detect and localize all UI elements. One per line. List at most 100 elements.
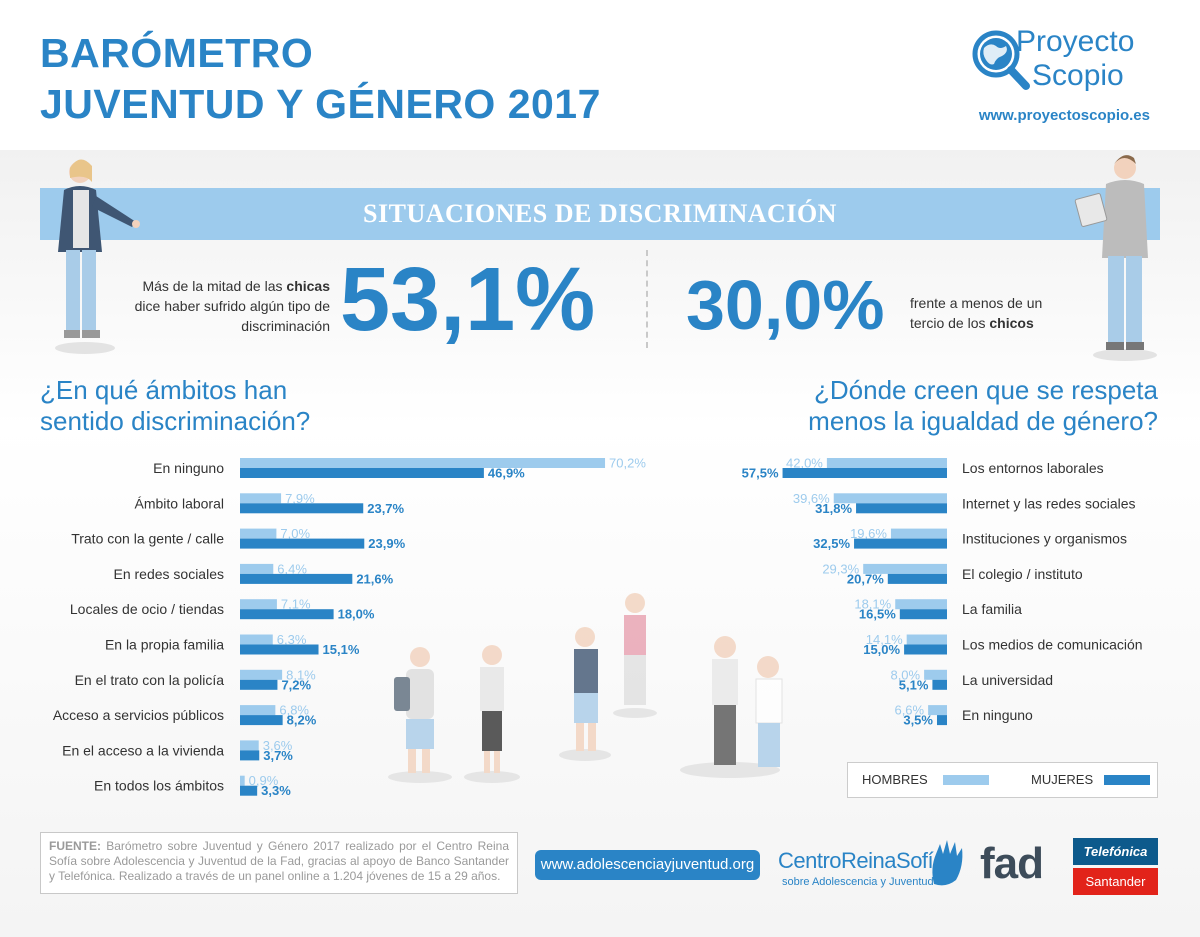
bar-mujeres bbox=[887, 573, 947, 584]
bar-hombres bbox=[240, 528, 277, 539]
value-label-mujeres: 5,1% bbox=[899, 677, 929, 692]
stat-girls-text-pre: Más de la mitad de las bbox=[142, 278, 287, 294]
category-label: Acceso a servicios públicos bbox=[53, 707, 224, 723]
bar-hombres bbox=[924, 669, 947, 680]
stat-boys-value: 30,0% bbox=[686, 266, 885, 344]
stat-boys-text: frente a menos de un tercio de los chico… bbox=[910, 293, 1060, 333]
stat-girls-bold: chicas bbox=[286, 278, 330, 294]
boy-figure-tablet-illustration bbox=[1074, 155, 1157, 361]
value-label-hombres: 6,3% bbox=[277, 632, 307, 647]
value-label-hombres: 7,0% bbox=[280, 526, 310, 541]
source-label: FUENTE: bbox=[49, 839, 101, 853]
bar-hombres bbox=[895, 599, 947, 610]
bar-mujeres bbox=[240, 468, 484, 478]
bar-hombres bbox=[906, 634, 947, 645]
bar-mujeres bbox=[240, 644, 319, 655]
value-label-mujeres: 23,9% bbox=[368, 536, 405, 551]
category-label: Ámbito laboral bbox=[135, 495, 225, 511]
value-label-hombres: 7,1% bbox=[281, 597, 311, 612]
page-title-line2: JUVENTUD Y GÉNERO 2017 bbox=[40, 81, 601, 127]
value-label-mujeres: 46,9% bbox=[488, 466, 525, 481]
value-label-mujeres: 15,1% bbox=[323, 642, 360, 657]
bar-mujeres bbox=[240, 679, 278, 690]
legend-label-mujeres: MUJERES bbox=[1031, 772, 1094, 787]
right-question-line1: ¿Dónde creen que se respeta bbox=[814, 375, 1158, 405]
website-link[interactable]: www.proyectoscopio.es bbox=[978, 107, 1150, 124]
bar-mujeres bbox=[240, 573, 353, 584]
value-label-mujeres: 3,3% bbox=[261, 783, 291, 798]
stat-boys-bold: chicos bbox=[989, 315, 1034, 331]
value-label-mujeres: 3,5% bbox=[903, 713, 933, 728]
bar-mujeres bbox=[936, 715, 947, 726]
value-label-mujeres: 57,5% bbox=[742, 466, 779, 481]
bar-hombres bbox=[240, 634, 273, 645]
value-label-mujeres: 23,7% bbox=[367, 501, 404, 516]
category-label: Internet y las redes sociales bbox=[962, 495, 1136, 511]
value-label-hombres: 6,8% bbox=[279, 703, 309, 718]
magnifier-globe-icon bbox=[972, 30, 1030, 90]
logo-word-proyecto: Proyecto bbox=[1016, 25, 1135, 58]
value-label-mujeres: 7,2% bbox=[281, 677, 311, 692]
value-label-mujeres: 32,5% bbox=[813, 536, 850, 551]
category-label: En la propia familia bbox=[105, 637, 224, 653]
bar-hombres bbox=[826, 458, 947, 468]
adolescencia-link[interactable]: www.adolescenciayjuventud.org bbox=[535, 850, 760, 880]
category-label: En todos los ámbitos bbox=[94, 778, 224, 794]
bar-hombres bbox=[863, 563, 947, 574]
category-label: Trato con la gente / calle bbox=[71, 531, 224, 547]
young-people-illustration bbox=[388, 593, 783, 783]
legend-swatch-hombres bbox=[943, 775, 989, 785]
category-label: En el acceso a la vivienda bbox=[62, 742, 224, 758]
value-label-mujeres: 16,5% bbox=[859, 607, 896, 622]
value-label-mujeres: 18,0% bbox=[338, 607, 375, 622]
source-text: Barómetro sobre Juventud y Género 2017 r… bbox=[49, 839, 509, 883]
stat-divider bbox=[646, 250, 648, 348]
bar-mujeres bbox=[240, 785, 258, 796]
value-label-hombres: 70,2% bbox=[609, 456, 646, 471]
hand-icon bbox=[932, 840, 963, 886]
bar-mujeres bbox=[240, 503, 364, 514]
value-label-hombres: 0,9% bbox=[249, 773, 279, 788]
chart-legend: HOMBRES MUJERES bbox=[847, 762, 1158, 798]
telefonica-logo: Telefónica bbox=[1073, 838, 1158, 865]
stat-girls-text: Más de la mitad de las chicas dice haber… bbox=[115, 276, 330, 336]
bar-mujeres bbox=[240, 715, 283, 726]
left-bar-chart: En ninguno 70,2% 46,9% Ámbito laboral 7,9% 23… bbox=[53, 456, 647, 799]
bar-mujeres bbox=[904, 644, 947, 655]
partner1-name: CentroReinaSofía bbox=[778, 848, 945, 873]
bar-mujeres bbox=[240, 609, 334, 620]
category-label: Locales de ocio / tiendas bbox=[70, 601, 224, 617]
bar-hombres bbox=[240, 705, 276, 716]
category-label: En ninguno bbox=[153, 460, 224, 476]
value-label-hombres: 42,0% bbox=[786, 456, 823, 471]
bar-hombres bbox=[240, 740, 259, 751]
left-question-line1: ¿En qué ámbitos han bbox=[40, 375, 288, 405]
category-label: El colegio / instituto bbox=[962, 566, 1083, 582]
banner-title: SITUACIONES DE DISCRIMINACIÓN bbox=[363, 199, 837, 228]
value-label-hombres: 6,6% bbox=[894, 703, 924, 718]
bar-mujeres bbox=[240, 750, 260, 761]
category-label: Instituciones y organismos bbox=[962, 531, 1127, 547]
section-banner: SITUACIONES DE DISCRIMINACIÓN bbox=[40, 188, 1160, 240]
legend-label-hombres: HOMBRES bbox=[862, 772, 928, 787]
right-question: ¿Dónde creen que se respeta menos la igu… bbox=[760, 375, 1158, 437]
value-label-hombres: 29,3% bbox=[822, 561, 859, 576]
bar-hombres bbox=[240, 775, 245, 786]
category-label: En redes sociales bbox=[113, 566, 224, 582]
stat-boys-text-pre: frente a menos de un tercio de los bbox=[910, 295, 1043, 331]
main-background bbox=[0, 150, 1200, 937]
stat-girls-value: 53,1% bbox=[340, 250, 596, 350]
bar-mujeres bbox=[932, 679, 947, 690]
fad-logo: fad bbox=[980, 839, 1044, 888]
bar-hombres bbox=[240, 599, 277, 610]
category-label: La familia bbox=[962, 601, 1022, 617]
value-label-hombres: 7,9% bbox=[285, 491, 315, 506]
category-label: Los medios de comunicación bbox=[962, 637, 1143, 653]
value-label-mujeres: 8,2% bbox=[287, 713, 317, 728]
value-label-hombres: 6,4% bbox=[277, 561, 307, 576]
right-bar-chart: Los entornos laborales 42,0% 57,5% Internet… bbox=[742, 456, 1143, 728]
value-label-hombres: 18,1% bbox=[854, 597, 891, 612]
left-question-line2: sentido discriminación? bbox=[40, 406, 311, 436]
bar-mujeres bbox=[854, 538, 947, 549]
category-label: La universidad bbox=[962, 672, 1053, 688]
